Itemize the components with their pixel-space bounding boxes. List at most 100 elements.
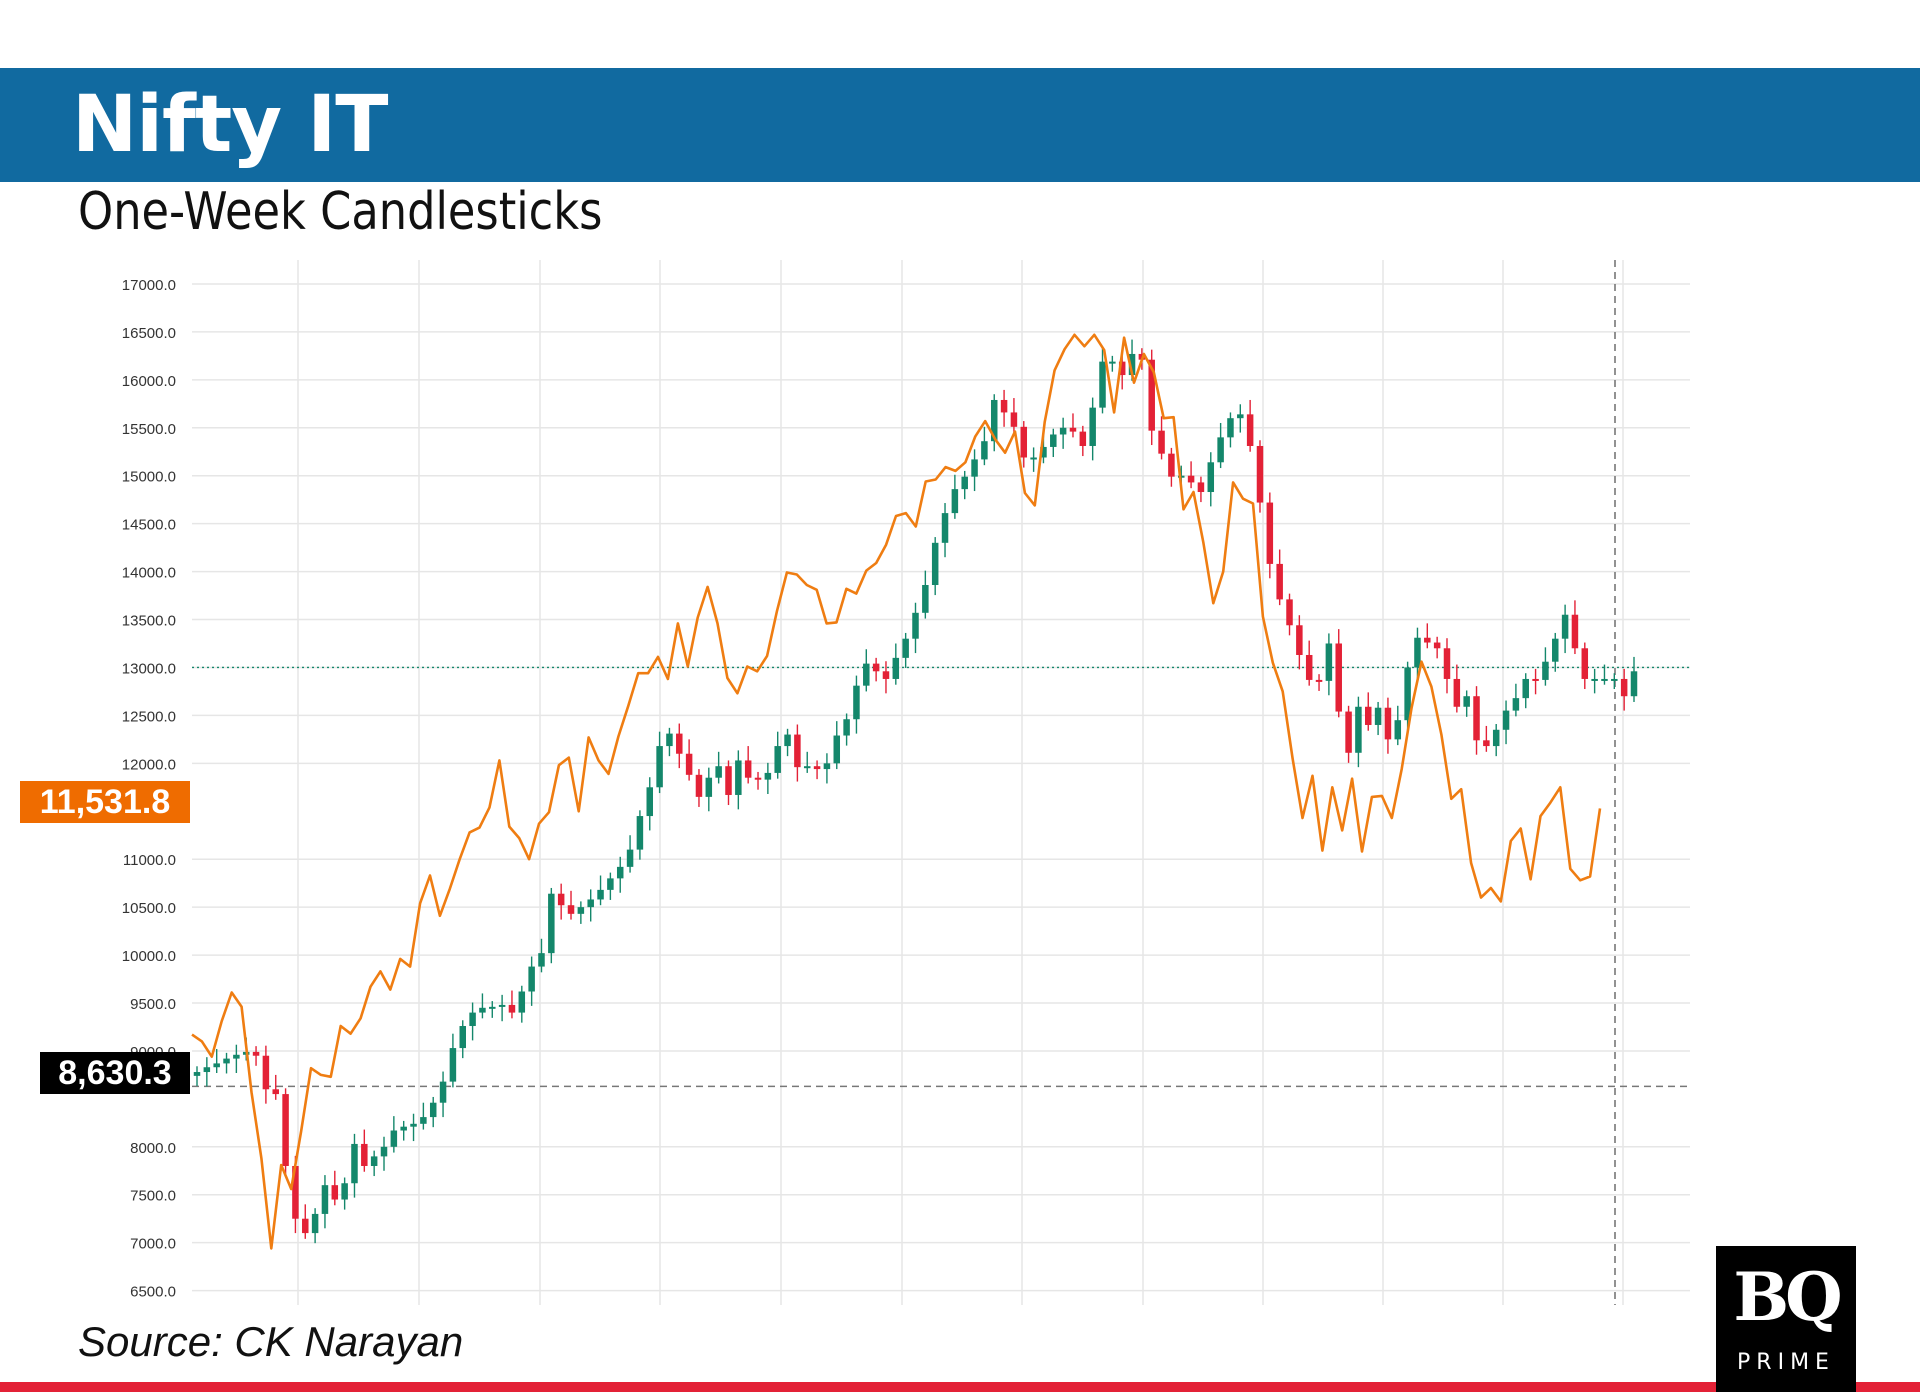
candle-body [1109,361,1116,364]
candle-body [1443,648,1451,679]
candle-body [479,1007,486,1013]
candle-body [1571,614,1579,649]
candle-body [439,1081,447,1103]
candle-body [1010,412,1018,427]
candle-body [705,777,713,797]
chart-grid [192,260,1690,1305]
y-tick-label: 7500.0 [130,1188,176,1205]
candle-body [823,763,831,770]
candle-body [1473,696,1480,741]
candle-body [341,1183,348,1200]
candle-body [1591,678,1598,681]
candle-body [803,766,811,769]
candle-body [567,905,575,914]
candle-body [853,685,860,720]
candle-body [203,1067,211,1073]
candle-body [1227,418,1234,438]
candle-body [213,1063,220,1068]
candle-body [1404,667,1411,721]
candle-body [1522,678,1529,699]
candle-body [1581,648,1589,679]
candle-body [941,513,949,543]
chart-subtitle: One-Week Candlesticks [78,182,603,242]
y-tick-label: 7000.0 [130,1236,176,1253]
candle-body [1620,678,1628,697]
y-tick-label: 10500.0 [122,900,176,917]
candle-body [961,476,968,490]
logo-mark: BQ [1733,1258,1842,1336]
y-tick-label: 12000.0 [122,756,176,773]
candle-body [843,719,850,736]
candle-body [311,1213,319,1234]
candle-body [774,746,781,773]
candle-body [1187,475,1195,483]
candle-body [922,585,929,613]
candle-body [587,899,594,908]
candle-body [1020,426,1028,458]
candle-body [538,953,545,967]
candle-body [429,1102,437,1118]
candle-body [449,1048,457,1082]
candle-body [1207,462,1215,493]
candle-body [1050,434,1057,447]
candle-body [1217,437,1224,463]
candle-body [744,760,752,778]
candle-body [528,966,535,992]
line-last-value-tag: 11,531.8 [20,781,190,823]
candle-body [1296,625,1303,655]
candle-body [1325,643,1333,681]
line-series [191,333,1602,1250]
candle-body [361,1143,368,1166]
candle-body [1512,698,1520,711]
candle-body [863,663,870,686]
candle-body [902,638,909,658]
reference-level-tag: 8,630.3 [40,1052,190,1094]
source-credit: Source: CK Narayan [78,1318,464,1365]
candle-body [469,1012,476,1027]
candle-body [282,1094,289,1166]
y-tick-label: 9500.0 [130,996,176,1013]
candle-body [1256,445,1264,503]
candle-body [990,399,998,442]
candle-body [292,1165,299,1219]
candle-body [390,1130,398,1147]
candle-body [981,441,988,460]
candle-body [882,671,890,679]
reference-lines [192,260,1690,1305]
candle-body [498,1004,506,1007]
candle-body [912,612,919,639]
candle-body [272,1089,279,1095]
candle-body [321,1185,329,1214]
candle-body [489,1006,496,1009]
y-tick-label: 14000.0 [122,565,176,582]
candle-body [1305,654,1313,680]
y-tick-label: 14500.0 [122,517,176,534]
y-tick-label: 6500.0 [130,1284,176,1301]
candle-body [1542,661,1549,680]
candle-body [1197,482,1205,493]
candle-body [1069,427,1077,432]
candle-body [1118,361,1126,376]
y-tick-label: 13500.0 [122,613,176,630]
y-tick-label: 17000.0 [122,277,176,294]
candle-body [1374,707,1382,725]
candle-body [656,746,663,788]
y-tick-label: 16500.0 [122,325,176,342]
candle-body [676,733,683,754]
candle-body [1483,740,1490,747]
orange-line-series [191,333,1602,1250]
candles [193,339,1638,1244]
y-axis-ticks: 6500.07000.07500.08000.09000.09500.01000… [122,277,176,1301]
candle-body [400,1126,407,1131]
candle-body [1355,706,1362,753]
page-title: Nifty IT [72,80,388,170]
candle-body [695,774,703,797]
candle-body [577,907,585,914]
candle-body [833,735,841,764]
candle-body [252,1051,260,1056]
candle-body [302,1218,309,1234]
candle-body [626,849,634,867]
candle-body [764,772,772,780]
candle-body [1168,453,1175,477]
